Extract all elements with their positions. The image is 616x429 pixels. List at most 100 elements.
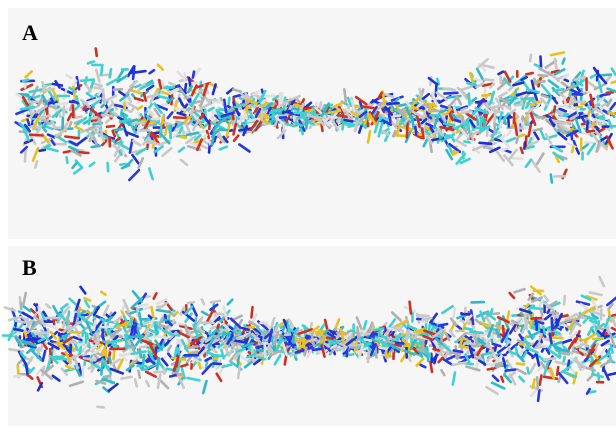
bond [441, 106, 447, 108]
bond [522, 98, 534, 99]
bond [135, 305, 147, 307]
bond [199, 363, 201, 368]
bond [543, 345, 548, 347]
bond [415, 127, 416, 135]
bond [558, 118, 567, 119]
bond [306, 118, 307, 128]
bond [320, 103, 321, 108]
bond [97, 334, 98, 345]
bond [462, 108, 467, 110]
bond [510, 158, 522, 159]
bond [462, 314, 471, 315]
bond [209, 139, 211, 145]
bond [229, 98, 230, 106]
bond [469, 94, 470, 105]
bond [608, 325, 609, 333]
bond [521, 148, 523, 153]
bond [436, 86, 437, 97]
bond [110, 69, 111, 77]
bond [126, 336, 127, 348]
bond [51, 99, 53, 104]
bond [352, 101, 354, 111]
bond [36, 333, 49, 334]
bond [460, 347, 468, 348]
bond [57, 103, 67, 104]
bond [421, 321, 426, 323]
bond [389, 328, 394, 329]
bond [23, 80, 28, 81]
bond [559, 376, 561, 382]
bond [593, 338, 603, 339]
bond [165, 87, 174, 88]
bond [188, 302, 194, 303]
bond [185, 73, 186, 78]
bond [92, 120, 98, 121]
bond [535, 81, 545, 82]
bond [311, 349, 321, 350]
bond [542, 95, 547, 97]
bond [554, 89, 564, 91]
bond [237, 338, 243, 339]
bond [120, 164, 126, 165]
bond [599, 75, 610, 76]
bond [40, 150, 45, 151]
bond [396, 135, 405, 136]
bond [213, 364, 221, 365]
bond [98, 407, 104, 408]
bond [550, 334, 552, 343]
bond [133, 122, 143, 123]
bond [16, 321, 25, 323]
bond [189, 78, 190, 86]
bond [177, 356, 179, 366]
bond [174, 117, 186, 118]
figure: A B [0, 0, 616, 429]
bond [129, 336, 142, 337]
bond [224, 100, 226, 112]
bond [501, 377, 503, 382]
bond [572, 147, 573, 152]
bond [563, 59, 565, 64]
bond [138, 126, 140, 134]
bond [493, 313, 499, 314]
bond [544, 358, 555, 359]
bond [144, 93, 146, 100]
bond [114, 129, 123, 130]
bond [95, 88, 100, 89]
bond [141, 347, 147, 348]
bond [607, 92, 613, 93]
bond [101, 65, 102, 74]
bond [410, 302, 411, 314]
bond [423, 105, 428, 106]
bond [468, 122, 470, 133]
bond [365, 339, 371, 340]
bond [77, 152, 88, 153]
bond [393, 131, 395, 136]
bond [552, 318, 553, 330]
bond [590, 391, 595, 392]
bond [530, 55, 531, 61]
bond [462, 117, 463, 124]
bond [540, 376, 542, 385]
bond [96, 49, 97, 56]
bond [157, 306, 162, 307]
bond [57, 356, 64, 358]
bond [214, 336, 219, 337]
bond [121, 377, 131, 379]
bond [430, 362, 432, 372]
bond [397, 119, 398, 125]
bond [67, 157, 68, 162]
bond [480, 143, 492, 144]
bond [488, 368, 496, 370]
bond [157, 358, 159, 369]
bond [265, 344, 266, 358]
bond [387, 341, 393, 343]
bond [610, 354, 611, 360]
bond [139, 371, 140, 378]
bond [344, 89, 346, 101]
bond [114, 89, 122, 90]
bond [564, 98, 566, 105]
bond [557, 320, 558, 325]
bond [110, 357, 111, 362]
bond [293, 337, 294, 342]
bond [81, 80, 94, 81]
